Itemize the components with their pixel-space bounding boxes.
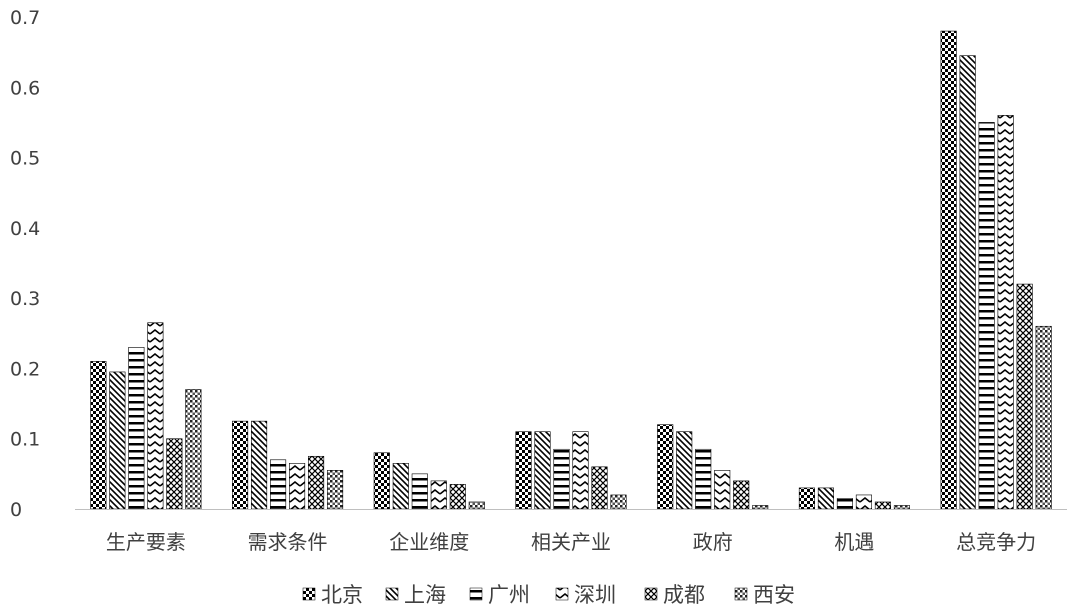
bar-深圳-生产要素 bbox=[147, 322, 164, 510]
bar-上海-企业维度 bbox=[392, 463, 409, 510]
bar-成都-企业维度 bbox=[449, 484, 466, 510]
legend-label: 深圳 bbox=[574, 583, 616, 607]
x-category-label: 需求条件 bbox=[248, 530, 328, 554]
bar-成都-政府 bbox=[733, 480, 750, 510]
y-tick-label: 0.3 bbox=[10, 288, 40, 310]
bar-上海-政府 bbox=[676, 431, 693, 510]
legend: 北京 上海 广州 深圳 成都 西安 bbox=[302, 583, 795, 607]
bar-西安-机遇 bbox=[893, 505, 910, 510]
bar-广州-生产要素 bbox=[128, 347, 145, 510]
bar-西安-企业维度 bbox=[468, 501, 485, 510]
legend-label: 北京 bbox=[321, 583, 363, 607]
legend-swatch bbox=[644, 587, 658, 601]
bar-深圳-企业维度 bbox=[430, 480, 447, 510]
bar-北京-机遇 bbox=[798, 487, 815, 510]
bar-北京-生产要素 bbox=[90, 361, 107, 510]
x-category-label: 政府 bbox=[693, 530, 733, 554]
bar-广州-企业维度 bbox=[411, 473, 428, 510]
y-tick-label: 0.7 bbox=[10, 7, 40, 29]
bar-西安-相关产业 bbox=[610, 494, 627, 510]
bar-广州-需求条件 bbox=[270, 459, 287, 510]
bar-北京-相关产业 bbox=[515, 431, 532, 510]
bar-成都-生产要素 bbox=[166, 438, 183, 510]
bar-深圳-总竞争力 bbox=[997, 115, 1014, 510]
bar-西安-生产要素 bbox=[185, 389, 202, 510]
bar-深圳-相关产业 bbox=[572, 431, 589, 510]
bar-北京-企业维度 bbox=[373, 452, 390, 510]
y-tick-label: 0.1 bbox=[10, 429, 40, 451]
bar-成都-相关产业 bbox=[591, 466, 608, 510]
legend-swatch bbox=[385, 587, 399, 601]
bar-广州-机遇 bbox=[836, 498, 853, 510]
bar-上海-机遇 bbox=[817, 487, 834, 510]
x-category-label: 生产要素 bbox=[106, 530, 186, 554]
y-tick-label: 0.2 bbox=[10, 358, 40, 380]
legend-swatch bbox=[555, 587, 569, 601]
bar-成都-需求条件 bbox=[308, 455, 325, 510]
bar-北京-政府 bbox=[657, 424, 674, 510]
y-tick-label: 0 bbox=[10, 499, 22, 521]
bar-广州-相关产业 bbox=[553, 448, 570, 510]
bar-北京-总竞争力 bbox=[940, 30, 957, 510]
y-axis: 0 0.1 0.2 0.3 0.4 0.5 0.6 0.7 bbox=[10, 7, 40, 521]
legend-label: 上海 bbox=[404, 583, 446, 607]
x-category-label: 机遇 bbox=[834, 530, 874, 554]
bar-北京-需求条件 bbox=[232, 420, 249, 510]
bar-上海-相关产业 bbox=[534, 431, 551, 510]
bar-上海-需求条件 bbox=[251, 420, 268, 510]
bar-西安-政府 bbox=[752, 505, 769, 510]
bar-深圳-需求条件 bbox=[289, 463, 306, 510]
legend-label: 成都 bbox=[663, 583, 705, 607]
y-tick-label: 0.4 bbox=[10, 218, 40, 240]
y-tick-label: 0.5 bbox=[10, 148, 40, 170]
bars-group bbox=[90, 30, 1052, 510]
x-category-label: 企业维度 bbox=[389, 530, 469, 554]
bar-西安-需求条件 bbox=[327, 470, 344, 510]
bar-深圳-政府 bbox=[714, 470, 731, 510]
bar-广州-政府 bbox=[695, 448, 712, 510]
legend-swatch bbox=[469, 587, 483, 601]
bar-西安-总竞争力 bbox=[1035, 325, 1052, 510]
bar-成都-总竞争力 bbox=[1016, 283, 1033, 510]
legend-swatch bbox=[734, 587, 748, 601]
bar-上海-总竞争力 bbox=[959, 55, 976, 510]
legend-label: 广州 bbox=[488, 583, 530, 607]
x-axis-labels: 生产要素 需求条件 企业维度 相关产业 政府 机遇 总竞争力 bbox=[106, 530, 1036, 554]
y-tick-label: 0.6 bbox=[10, 77, 40, 99]
bar-广州-总竞争力 bbox=[978, 122, 995, 510]
bar-成都-机遇 bbox=[874, 501, 891, 510]
bar-上海-生产要素 bbox=[109, 371, 126, 510]
legend-label: 西安 bbox=[753, 583, 795, 607]
legend-swatch bbox=[302, 587, 316, 601]
bar-深圳-机遇 bbox=[855, 494, 872, 510]
x-category-label: 总竞争力 bbox=[956, 530, 1036, 554]
x-category-label: 相关产业 bbox=[531, 530, 611, 554]
